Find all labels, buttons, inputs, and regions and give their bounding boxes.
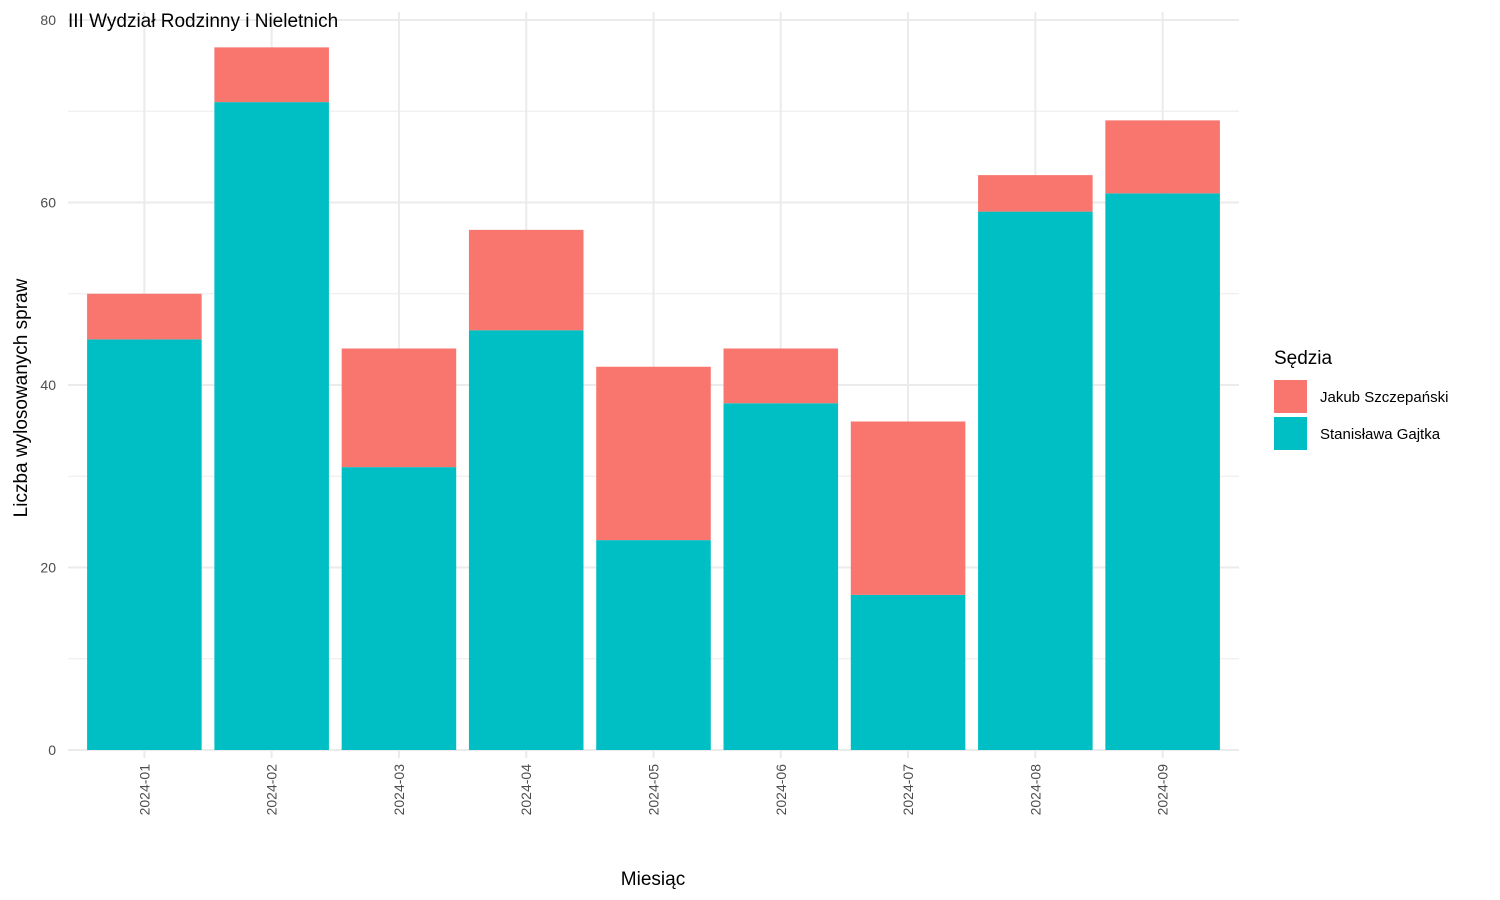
x-tick-label: 2024-08 bbox=[1027, 764, 1043, 816]
y-axis-ticks: 0 20 40 60 80 bbox=[40, 12, 56, 758]
chart-title: III Wydział Rodzinny i Nieletnich bbox=[68, 11, 338, 32]
bar-2024-01-series-2 bbox=[87, 293, 202, 340]
bar-2024-09-series-2 bbox=[1105, 120, 1220, 194]
bar-2024-04-series-2 bbox=[468, 229, 584, 331]
legend-label: Stanisława Gajtka bbox=[1320, 426, 1441, 443]
bar-2024-03-series-1 bbox=[341, 467, 457, 750]
bar-2024-06-series-2 bbox=[723, 348, 839, 404]
x-tick-label: 2024-02 bbox=[264, 764, 280, 816]
y-tick-label: 40 bbox=[40, 377, 56, 393]
bar-2024-01-series-1 bbox=[87, 339, 202, 750]
bar-2024-08-series-1 bbox=[978, 211, 1093, 750]
y-tick-label: 80 bbox=[40, 12, 56, 28]
bar-2024-05-series-2 bbox=[596, 366, 711, 541]
bar-2024-03-series-2 bbox=[341, 348, 457, 468]
bar-2024-07-series-2 bbox=[850, 421, 966, 595]
legend-items: Jakub Szczepański Stanisława Gajtka bbox=[1274, 380, 1448, 450]
bar-2024-07-series-1 bbox=[850, 594, 966, 750]
bar-2024-04-series-1 bbox=[468, 330, 584, 750]
y-tick-label: 60 bbox=[40, 195, 56, 211]
legend-swatch bbox=[1274, 380, 1307, 413]
x-tick-label: 2024-04 bbox=[518, 764, 534, 816]
legend-label: Jakub Szczepański bbox=[1320, 389, 1448, 406]
x-tick-label: 2024-03 bbox=[391, 764, 407, 816]
x-tick-label: 2024-06 bbox=[773, 764, 789, 816]
legend: Sędzia Jakub Szczepański Stanisława Gajtk… bbox=[1274, 348, 1448, 450]
bars bbox=[87, 47, 1220, 750]
bar-2024-02-series-1 bbox=[214, 102, 329, 750]
legend-swatch bbox=[1274, 417, 1307, 450]
legend-title: Sędzia bbox=[1274, 348, 1333, 369]
y-tick-label: 20 bbox=[40, 560, 56, 576]
y-tick-label: 0 bbox=[48, 742, 56, 758]
bar-2024-05-series-1 bbox=[596, 540, 711, 750]
x-tick-label: 2024-01 bbox=[136, 764, 152, 816]
x-axis-title: Miesiąc bbox=[621, 869, 685, 890]
x-axis-ticks: 2024-01 2024-02 2024-03 2024-04 2024-05 2024-… bbox=[136, 764, 1170, 816]
y-axis-title: Liczba wylosowanych spraw bbox=[11, 278, 32, 517]
bar-2024-06-series-1 bbox=[723, 403, 839, 750]
x-tick-label: 2024-07 bbox=[900, 764, 916, 816]
x-tick-label: 2024-09 bbox=[1155, 764, 1171, 816]
bar-2024-08-series-2 bbox=[978, 175, 1093, 212]
bar-2024-09-series-1 bbox=[1105, 193, 1220, 750]
x-tick-label: 2024-05 bbox=[646, 764, 662, 816]
bar-2024-02-series-2 bbox=[214, 47, 329, 103]
